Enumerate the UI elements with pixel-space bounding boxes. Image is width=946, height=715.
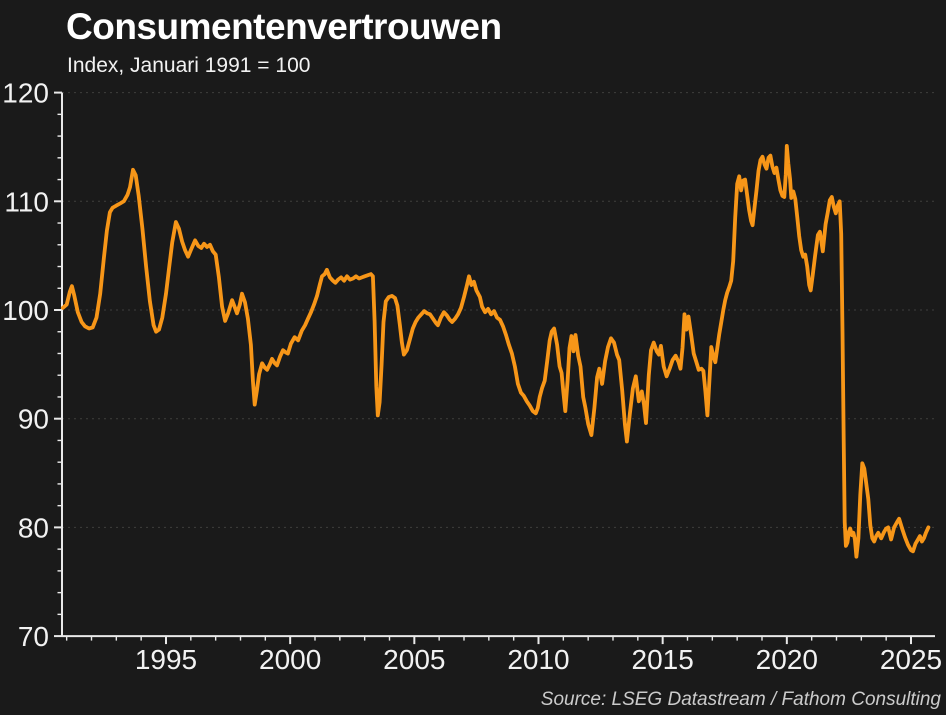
chart-title: Consumentenvertrouwen — [66, 6, 502, 47]
y-tick-label: 120 — [2, 78, 49, 109]
y-tick-label: 70 — [18, 621, 49, 652]
source-attribution: Source: LSEG Datastream / Fathom Consult… — [540, 689, 941, 710]
x-tick-label: 2000 — [259, 644, 321, 675]
y-tick-label: 110 — [4, 186, 49, 217]
x-tick-label: 2010 — [507, 644, 569, 675]
x-tick-label: 2005 — [383, 644, 445, 675]
y-tick-label: 90 — [18, 404, 49, 435]
chart-subtitle: Index, Januari 1991 = 100 — [67, 54, 311, 77]
x-tick-label: 1995 — [135, 644, 197, 675]
x-tick-label: 2025 — [880, 644, 942, 675]
x-tick-label: 2020 — [756, 644, 818, 675]
confidence-line — [61, 143, 931, 559]
y-tick-label: 80 — [18, 512, 49, 543]
x-tick-label: 2015 — [632, 644, 694, 675]
y-tick-label: 100 — [2, 295, 49, 326]
